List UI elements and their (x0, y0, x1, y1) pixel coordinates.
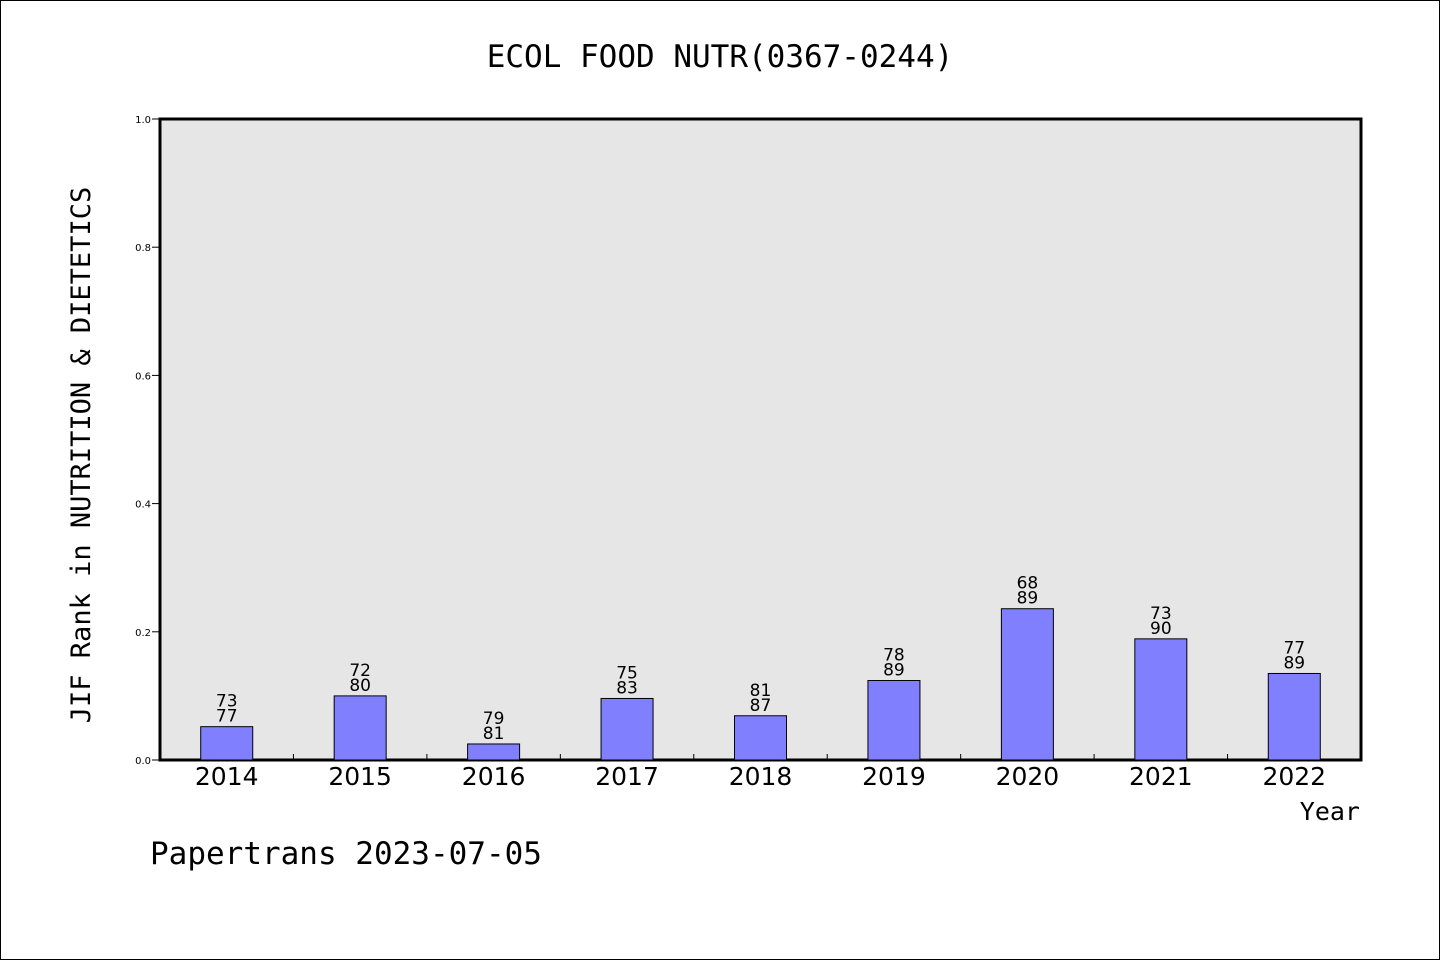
y-tick-label: 0.0 (135, 756, 151, 767)
x-tick-label: 2016 (462, 762, 526, 791)
bar-2018 (734, 715, 787, 761)
bar-rank-label: 79 (483, 709, 505, 729)
chart-title: ECOL FOOD NUTR(0367-0244) (487, 39, 954, 75)
bar-total-label: 83 (616, 678, 638, 698)
x-tick-label: 2022 (1262, 762, 1326, 791)
bar-2017 (600, 697, 654, 761)
bar-rank-label: 78 (883, 646, 905, 666)
bar-rank-label: 81 (750, 681, 772, 701)
bar-2021 (1134, 638, 1188, 761)
y-axis: 0.0 0.2 0.4 0.6 0.8 1.0 (135, 115, 160, 767)
x-axis: 2014 2015 2016 2017 2018 2019 2020 2021 2022 (195, 754, 1326, 791)
bar-total-label: 77 (216, 707, 238, 727)
bar-rank-label: 73 (216, 692, 238, 712)
bar-total-label: 89 (1283, 653, 1305, 673)
bar-rank-label: 73 (1150, 604, 1172, 624)
bar-total-label: 89 (1017, 589, 1039, 609)
bar-total-label: 81 (483, 724, 505, 744)
bar-rank-label: 72 (349, 661, 371, 681)
x-tick-label: 2020 (996, 762, 1060, 791)
y-tick-label: 0.8 (135, 243, 151, 254)
bar-rank-label: 75 (616, 663, 638, 683)
x-axis-label: Year (1300, 797, 1360, 826)
bar-2015 (333, 695, 387, 761)
x-tick-label: 2021 (1129, 762, 1193, 791)
bar-rank-label: 68 (1017, 574, 1039, 594)
footer-text: Papertrans 2023-07-05 (150, 836, 542, 872)
bar-total-label: 87 (750, 696, 772, 716)
bar-rank-label: 77 (1283, 638, 1305, 658)
y-tick-label: 0.2 (135, 628, 151, 639)
bar-2019 (867, 680, 921, 761)
bar-total-label: 80 (349, 676, 371, 696)
x-tick-label: 2019 (862, 762, 926, 791)
bar-2016 (467, 743, 521, 761)
x-tick-label: 2015 (328, 762, 392, 791)
x-tick-label: 2017 (595, 762, 659, 791)
x-tick-label: 2014 (195, 762, 259, 791)
bar-2020 (1000, 608, 1054, 761)
y-tick-label: 0.6 (135, 371, 151, 382)
y-tick-label: 1.0 (135, 115, 151, 126)
bar-total-label: 90 (1150, 619, 1172, 639)
bar-2014 (200, 726, 254, 761)
y-axis-label: JIF Rank in NUTRITION & DIETETICS (66, 187, 97, 723)
y-tick-label: 0.4 (135, 500, 151, 511)
x-tick-label: 2018 (729, 762, 793, 791)
bar-total-label: 89 (883, 661, 905, 681)
bar-2022 (1267, 672, 1321, 761)
